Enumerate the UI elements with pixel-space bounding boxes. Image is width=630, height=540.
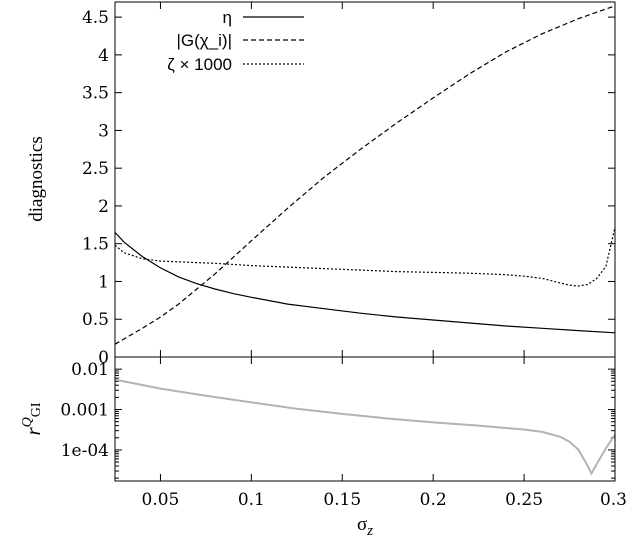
bottom-ticks: 1e-04 0.001 0.01 0.05 0.1 0.15 0.2 0.25 0.3 bbox=[60, 357, 627, 510]
correlation-panel: 1e-04 0.001 0.01 0.05 0.1 0.15 0.2 0.25 0.3 rQGI… bbox=[20, 356, 627, 539]
x-tick-label: 0.15 bbox=[323, 490, 361, 510]
series-line-1 bbox=[114, 5, 616, 345]
x-tick-label: 0.1 bbox=[238, 490, 265, 510]
y-tick-label: 2.5 bbox=[82, 159, 109, 179]
y-tick-label: 0.001 bbox=[60, 401, 109, 421]
x-tick-label: 0.2 bbox=[420, 490, 447, 510]
x-tick-label: 0.3 bbox=[600, 490, 627, 510]
correlation-line bbox=[114, 378, 616, 476]
legend: η |G(χ_i)| ζ × 1000 bbox=[167, 8, 304, 74]
y-tick-label: 0.5 bbox=[82, 310, 109, 330]
legend-label-2: ζ × 1000 bbox=[167, 55, 232, 74]
series-line-0 bbox=[114, 231, 616, 334]
y-tick-label: 0.01 bbox=[71, 360, 109, 380]
legend-label-1: |G(χ_i)| bbox=[176, 31, 232, 50]
y-tick-label: 1e-04 bbox=[61, 441, 109, 461]
x-tick-label: 0.25 bbox=[505, 490, 543, 510]
top-ticks: 0 0.5 1 1.5 2 2.5 3 3.5 4 4.5 bbox=[82, 2, 616, 368]
y-tick-label: 3 bbox=[98, 121, 109, 141]
diagnostics-axis-title: diagnostics bbox=[26, 136, 47, 222]
y-tick-label: 3.5 bbox=[82, 84, 109, 104]
y-tick-label: 2 bbox=[98, 197, 109, 217]
correlation-frame bbox=[114, 356, 616, 482]
x-tick-label: 0.05 bbox=[142, 490, 180, 510]
y-tick-label: 4.5 bbox=[82, 8, 109, 28]
correlation-axis-title: rQGI bbox=[20, 402, 45, 435]
series-line-2 bbox=[114, 226, 616, 287]
y-tick-label: 1 bbox=[98, 272, 109, 292]
diagnostics-panel: 0 0.5 1 1.5 2 2.5 3 3.5 4 4.5 η |G(χ_i)| ζ × 1000 d… bbox=[26, 1, 616, 368]
y-tick-label: 4 bbox=[98, 46, 109, 66]
top-series bbox=[114, 5, 616, 345]
y-tick-label: 1.5 bbox=[82, 235, 109, 255]
legend-label-0: η bbox=[223, 8, 232, 27]
bottom-series bbox=[114, 378, 616, 476]
x-axis-title: σz bbox=[357, 514, 373, 539]
y-tick-label: 0 bbox=[98, 348, 109, 368]
